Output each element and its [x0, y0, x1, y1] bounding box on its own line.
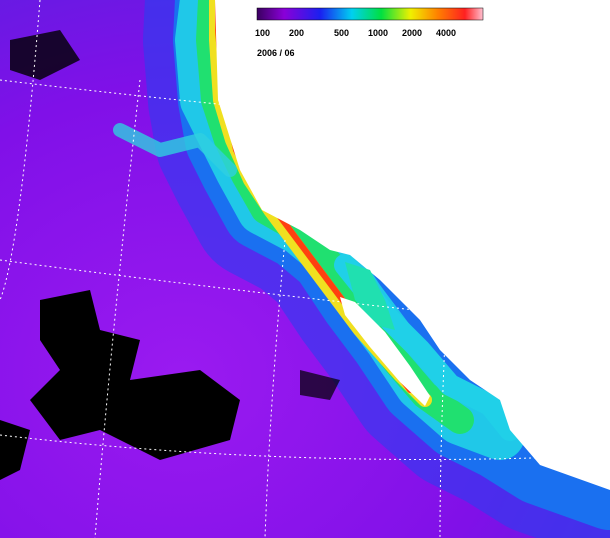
- colorbar-tick-label: 2000: [402, 28, 422, 38]
- baja-peninsula: [340, 297, 430, 406]
- gulf-water: [345, 262, 395, 330]
- colorbar-tick-label: 500: [334, 28, 349, 38]
- colorbar: [256, 7, 484, 21]
- colorbar-tick-label: 200: [289, 28, 304, 38]
- cloud-mask: [0, 30, 340, 480]
- colorbar-tick-label: 1000: [368, 28, 388, 38]
- date-label: 2006 / 06: [257, 48, 295, 58]
- colorbar-tick-label: 4000: [436, 28, 456, 38]
- colorbar-labels: 100 200 500 1000 2000 4000: [255, 28, 456, 38]
- colorbar-tick-label: 100: [255, 28, 270, 38]
- land: [215, 0, 610, 490]
